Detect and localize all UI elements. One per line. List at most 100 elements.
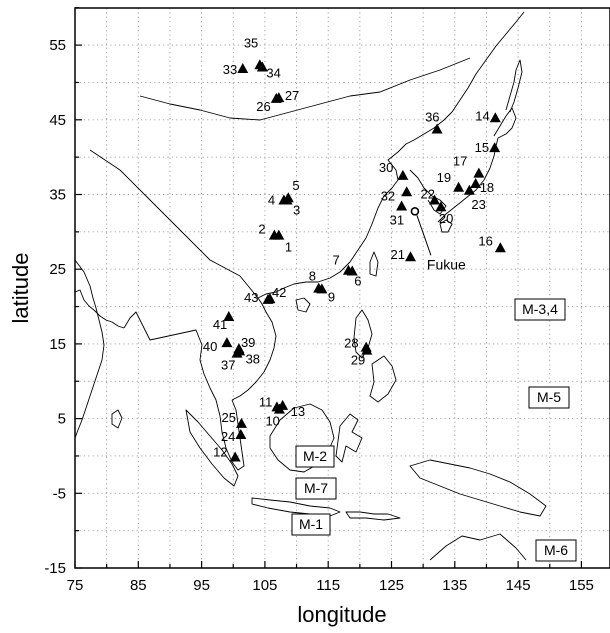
station-marker-41	[223, 311, 235, 322]
x-tick-label-155: 155	[569, 577, 594, 594]
label-m7: M-7	[295, 477, 337, 500]
grid	[75, 8, 610, 568]
station-label-21: 21	[390, 247, 404, 262]
x-tick-label-105: 105	[252, 577, 277, 594]
coast-taiwan	[369, 251, 379, 277]
station-label-3: 3	[293, 202, 300, 217]
station-label-1: 1	[285, 240, 292, 255]
station-label-33: 33	[223, 62, 237, 77]
station-marker-13	[277, 399, 289, 410]
x-tick-label-125: 125	[379, 577, 404, 594]
station-label-12: 12	[213, 444, 227, 459]
station-marker-40	[221, 337, 233, 348]
station-marker-18	[470, 178, 482, 189]
station-marker-16	[494, 242, 506, 253]
label-m34-text: M-3,4	[522, 301, 558, 317]
station-label-42: 42	[272, 285, 286, 300]
station-label-6: 6	[354, 273, 361, 288]
coastlines	[75, 11, 547, 561]
station-label-26: 26	[256, 99, 270, 114]
station-label-36: 36	[425, 110, 439, 125]
domain-m2-outline	[88, 118, 534, 470]
coast-burma-malaya	[123, 311, 245, 471]
station-label-43: 43	[244, 290, 258, 305]
coast-sulawesi	[335, 413, 363, 463]
station-label-20: 20	[439, 211, 453, 226]
coast-japan-hokkaido	[493, 107, 517, 139]
label-m5-text: M-5	[537, 389, 561, 405]
station-marker-27	[273, 92, 285, 103]
site-marker: Fukue	[410, 207, 466, 272]
station-label-39: 39	[241, 335, 255, 350]
label-m1-text: M-1	[299, 516, 323, 532]
station-label-2: 2	[258, 222, 265, 237]
y-tick-label-15: 15	[49, 336, 66, 353]
coast-hainan	[295, 297, 311, 313]
coast-philippines-south	[369, 355, 397, 403]
fukue-marker	[410, 207, 420, 216]
station-marker-23	[463, 184, 475, 195]
station-marker-31	[396, 200, 408, 211]
coast-bay-of-bengal	[75, 289, 125, 329]
coast-java	[251, 497, 341, 517]
station-label-40: 40	[203, 339, 217, 354]
station-label-7: 7	[332, 253, 339, 268]
x-tick-label-115: 115	[316, 577, 340, 594]
station-marker-22	[429, 194, 441, 205]
coast-australia	[429, 533, 527, 561]
label-m5: M-5	[528, 386, 570, 409]
coast-sri-lanka	[111, 409, 123, 429]
station-marker-2	[268, 229, 280, 240]
station-marker-21	[404, 251, 416, 262]
coast-sakhalin	[505, 59, 523, 113]
stations: 1234567891011121314151617181920212223242…	[203, 35, 506, 462]
station-label-9: 9	[328, 289, 335, 304]
station-marker-43	[262, 293, 274, 304]
station-marker-7	[342, 264, 354, 275]
x-tick-label-95: 95	[193, 577, 210, 594]
station-label-24: 24	[221, 429, 235, 444]
fukue-label: Fukue	[427, 256, 466, 272]
coast-russia-east	[451, 11, 525, 113]
station-label-5: 5	[292, 178, 299, 193]
station-label-18: 18	[480, 180, 494, 195]
station-label-15: 15	[475, 140, 489, 155]
coast-sumatra	[185, 409, 239, 487]
station-label-29: 29	[351, 353, 365, 368]
station-label-38: 38	[246, 351, 260, 366]
station-marker-15	[489, 142, 501, 153]
station-marker-9	[316, 283, 328, 294]
label-m6: M-6	[535, 539, 577, 562]
station-marker-32	[401, 186, 413, 197]
station-marker-30	[397, 169, 409, 180]
station-label-22: 22	[421, 186, 435, 201]
x-tick-label-85: 85	[130, 577, 147, 594]
region-labels: M-1 M-2 M-3,4 M-5 M-6 M-7	[291, 298, 577, 562]
station-label-31: 31	[390, 212, 404, 227]
station-label-41: 41	[213, 317, 227, 332]
coast-lesser-sunda	[345, 511, 401, 521]
station-label-8: 8	[309, 269, 316, 284]
station-label-35: 35	[244, 35, 258, 50]
label-m2: M-2	[295, 445, 335, 468]
station-marker-36	[431, 123, 443, 134]
station-label-23: 23	[471, 197, 485, 212]
station-marker-39	[233, 343, 245, 354]
y-tick-label--15: -15	[44, 560, 66, 577]
coast-borneo	[269, 403, 335, 473]
label-m7-text: M-7	[304, 480, 328, 496]
y-tick-label-45: 45	[49, 112, 66, 129]
station-label-13: 13	[291, 404, 305, 419]
fukue-leader-line	[416, 215, 432, 256]
label-m1: M-1	[291, 513, 331, 536]
station-label-10: 10	[265, 414, 279, 429]
station-label-25: 25	[221, 410, 235, 425]
station-label-14: 14	[475, 108, 489, 123]
y-tick-label-55: 55	[49, 37, 66, 54]
y-tick-label-35: 35	[49, 187, 66, 204]
plot-frame	[74, 7, 610, 569]
border-inner-asia	[89, 149, 259, 299]
x-tick-label-75: 75	[67, 577, 84, 594]
